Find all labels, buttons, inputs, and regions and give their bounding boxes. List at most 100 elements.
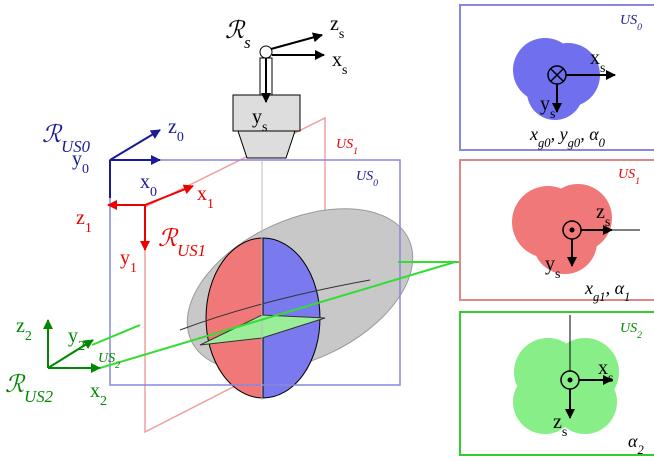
arrow	[109, 129, 161, 161]
label: ℛUS2	[5, 372, 54, 406]
label: x1	[197, 183, 214, 212]
blob-red	[512, 184, 612, 274]
label: z1	[76, 207, 92, 236]
label: xg1, α1	[584, 278, 630, 304]
label-main: y	[120, 247, 130, 269]
label: US0	[356, 169, 378, 189]
label-main: US	[620, 321, 637, 336]
label-main: US	[620, 13, 637, 28]
arrow	[270, 32, 323, 50]
plane-us0	[109, 159, 401, 386]
label: ℛUS0	[42, 122, 91, 156]
label-sub: 0	[177, 130, 184, 145]
label-main: y	[545, 253, 555, 275]
label-main: y	[72, 148, 82, 170]
label: α2	[628, 431, 644, 457]
label-main: y	[252, 106, 262, 128]
label: z0	[168, 116, 184, 145]
label-sub: 1	[130, 261, 137, 276]
label-main: x	[90, 380, 100, 402]
frame1-axes	[107, 184, 194, 251]
label: y0	[72, 148, 89, 177]
label: xs	[590, 47, 605, 76]
label-main: z	[76, 207, 85, 229]
label: x0	[140, 171, 157, 200]
label-main: α	[628, 431, 638, 451]
label-main: z	[553, 411, 562, 433]
label-main: x	[598, 357, 608, 379]
label-sub: 2	[637, 330, 642, 341]
label-main: US	[98, 351, 115, 366]
scene	[43, 32, 460, 434]
label-sub: s	[562, 425, 567, 440]
label-sub: s	[608, 371, 613, 386]
label-main: z	[16, 315, 25, 337]
label-main: ℛ	[5, 372, 26, 398]
label: xg0, yg0, α0	[529, 124, 606, 150]
label: US2	[98, 351, 120, 371]
label-sub: s	[550, 107, 555, 122]
probe-head	[237, 130, 296, 159]
plane-us2	[99, 261, 456, 369]
label-sub: g0	[538, 136, 551, 150]
label: US1	[618, 167, 640, 187]
arrow	[144, 184, 194, 206]
label: US0	[620, 13, 642, 33]
label-main: x	[584, 278, 593, 298]
label-main: , α	[580, 124, 599, 144]
label-sub: s	[600, 61, 605, 76]
label-main: ℛ	[42, 122, 63, 148]
label-sub: 1	[207, 197, 214, 212]
label-main: x	[332, 49, 342, 71]
arrow	[47, 339, 94, 369]
label-sub: s	[339, 27, 344, 42]
slice-red	[205, 237, 264, 399]
label: ys	[540, 93, 555, 122]
label-sub: s	[605, 215, 610, 230]
label: y1	[120, 247, 137, 276]
label: ℛs	[225, 18, 251, 52]
label-sub: 2	[25, 329, 32, 344]
label: ys	[545, 253, 560, 282]
label-sub: US1	[177, 241, 206, 260]
label-sub: 2	[637, 443, 644, 457]
label-main: x	[590, 47, 600, 69]
probe-origin	[259, 45, 273, 59]
out-symbol	[567, 377, 573, 383]
label-sub: 1	[624, 290, 630, 304]
frame0-axes	[109, 129, 161, 198]
into-symbol	[550, 68, 564, 82]
label-sub: s	[555, 267, 560, 282]
label-main: US	[336, 137, 353, 152]
label-main: , α	[606, 278, 625, 298]
panels	[459, 4, 654, 456]
label: y2	[68, 325, 85, 354]
label: ys	[252, 106, 267, 135]
label-sub: US0	[61, 137, 91, 156]
label: zs	[553, 411, 567, 440]
frame2-axes	[43, 319, 101, 373]
label-sub: 1	[635, 176, 640, 187]
label-sub: s	[342, 63, 347, 78]
label-main: y	[540, 93, 550, 115]
out-symbol	[569, 227, 575, 233]
label: US2	[620, 321, 642, 341]
label: zs	[596, 201, 610, 230]
label-main: x	[140, 171, 150, 193]
label: xs	[332, 49, 347, 78]
label-sub: 0	[637, 22, 642, 33]
label-main: US	[618, 167, 635, 182]
label: z2	[16, 315, 32, 344]
label: x2	[90, 380, 107, 409]
ellipsoid-edge	[179, 279, 371, 331]
label: US1	[336, 137, 358, 157]
label-sub: 0	[82, 162, 89, 177]
label-main: x	[197, 183, 207, 205]
probe	[232, 32, 325, 159]
label-main: y	[68, 325, 78, 347]
label-sub: 1	[85, 221, 92, 236]
label-main: x	[529, 124, 538, 144]
label-sub: 0	[599, 136, 606, 150]
label: xs	[598, 357, 613, 386]
